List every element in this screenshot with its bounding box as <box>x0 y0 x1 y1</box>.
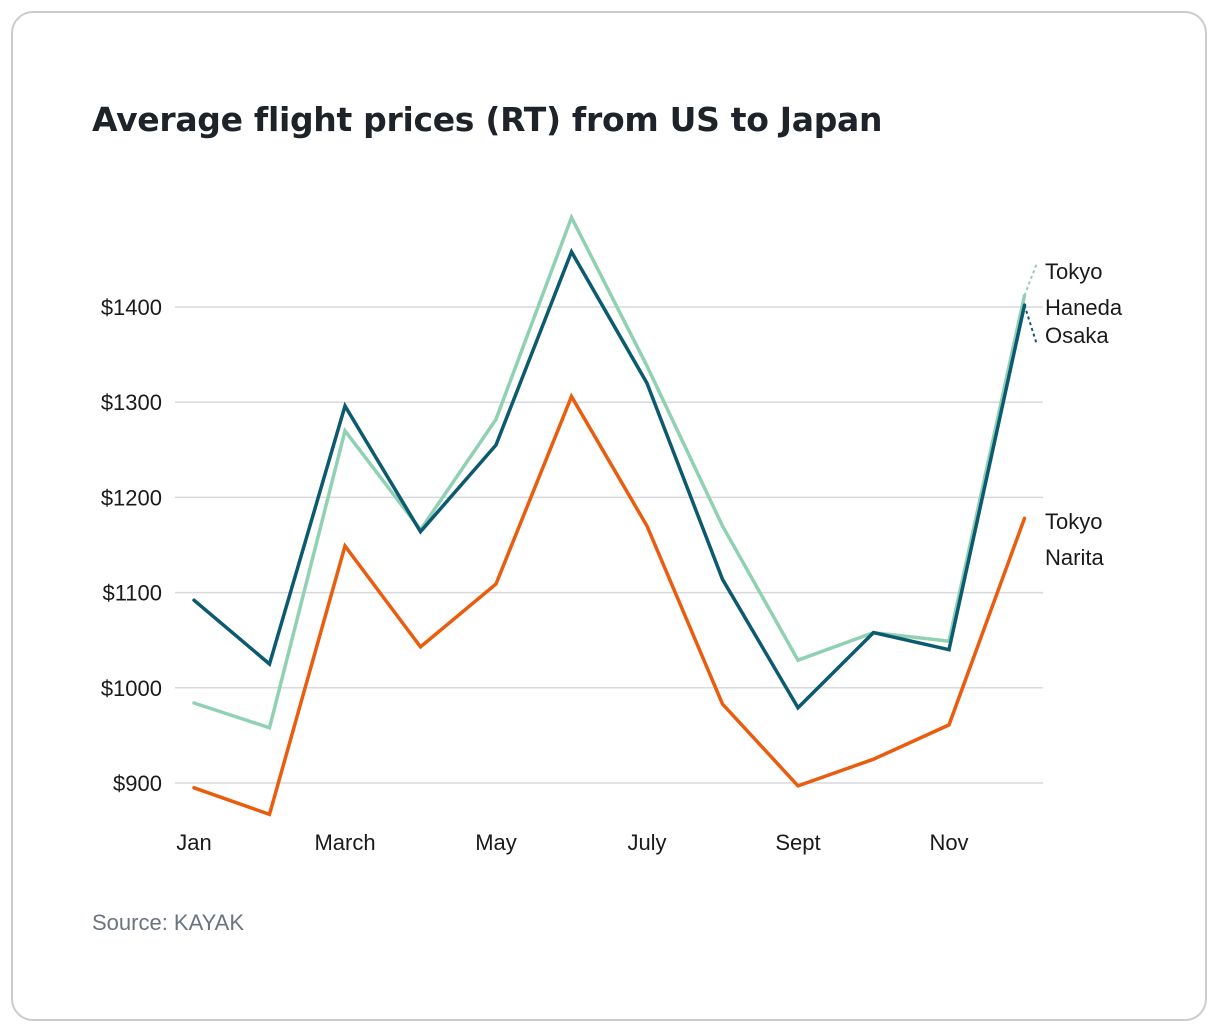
label-leader-haneda <box>1023 262 1038 296</box>
x-tick-label: Jan <box>176 830 211 855</box>
y-axis-ticks: $900 $1000 $1100 $1200 $1300 $1400 <box>101 295 162 796</box>
series-labels: Tokyo Haneda Osaka Tokyo Narita <box>1023 259 1123 570</box>
x-tick-label: March <box>314 830 375 855</box>
series-label-osaka: Osaka <box>1045 323 1109 348</box>
series-line-osaka <box>192 247 1027 711</box>
series-line-haneda <box>192 213 1027 731</box>
series-label-haneda: Haneda <box>1045 295 1123 320</box>
series-label-narita: Narita <box>1045 545 1104 570</box>
gridlines <box>175 306 1043 784</box>
y-tick-label: $1000 <box>101 676 162 701</box>
y-tick-label: $1400 <box>101 295 162 320</box>
y-tick-label: $1300 <box>101 390 162 415</box>
chart-source: Source: KAYAK <box>92 910 245 935</box>
chart-title: Average flight prices (RT) from US to Ja… <box>92 100 883 139</box>
x-tick-label: Nov <box>929 830 968 855</box>
x-tick-label: Sept <box>775 830 820 855</box>
chart-card <box>11 11 1207 1021</box>
y-tick-label: $900 <box>113 771 162 796</box>
x-axis-ticks: Jan March May July Sept Nov <box>176 830 968 855</box>
x-tick-label: July <box>627 830 666 855</box>
y-tick-label: $1200 <box>101 485 162 510</box>
series-line-narita <box>192 392 1027 817</box>
x-tick-label: May <box>475 830 517 855</box>
series-lines <box>192 213 1027 817</box>
series-label-narita: Tokyo <box>1045 509 1102 534</box>
series-label-haneda: Tokyo <box>1045 259 1102 284</box>
y-tick-label: $1100 <box>102 581 162 606</box>
label-leader-osaka <box>1023 304 1038 346</box>
